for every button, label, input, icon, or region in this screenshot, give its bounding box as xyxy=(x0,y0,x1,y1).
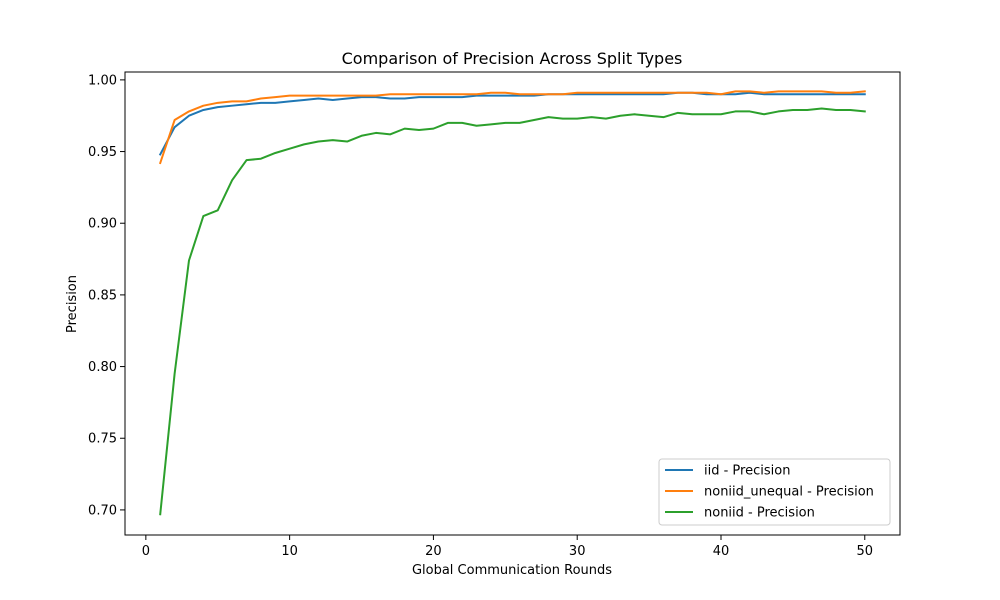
plot-area xyxy=(158,90,866,516)
legend-entry-label: noniid_unequal - Precision xyxy=(704,485,874,500)
y-tick-label: 0.85 xyxy=(88,288,117,303)
y-tick-label: 0.95 xyxy=(88,145,117,160)
legend: iid - Precision noniid_unequal - Precisio… xyxy=(658,458,891,526)
y-tick-label: 0.75 xyxy=(88,432,117,447)
x-tick-label: 10 xyxy=(281,544,298,559)
legend-entry-label: iid - Precision xyxy=(704,464,790,479)
y-axis: 0.70 0.75 0.80 0.85 0.90 0.95 1.00 xyxy=(88,73,125,518)
x-axis-label: Global Communication Rounds xyxy=(412,563,612,578)
y-axis-label: Precision xyxy=(65,275,80,333)
y-tick-label: 0.80 xyxy=(88,360,117,375)
x-axis: 0 10 20 30 40 50 xyxy=(142,535,873,559)
series-line-iid-precision xyxy=(158,91,866,156)
legend-box xyxy=(658,458,891,526)
x-tick-label: 50 xyxy=(856,544,873,559)
x-tick-label: 30 xyxy=(569,544,586,559)
x-tick-label: 40 xyxy=(713,544,730,559)
chart-title: Comparison of Precision Across Split Typ… xyxy=(342,49,683,68)
y-tick-label: 0.70 xyxy=(88,503,117,518)
y-tick-label: 1.00 xyxy=(88,73,117,88)
y-tick-label: 0.90 xyxy=(88,217,117,232)
series-line-noniid-precision xyxy=(159,107,866,516)
x-tick-label: 0 xyxy=(142,544,150,559)
axes-frame xyxy=(124,71,901,536)
series-line-noniid-unequal-precision xyxy=(158,90,866,165)
legend-entry-label: noniid - Precision xyxy=(704,506,815,521)
x-tick-label: 20 xyxy=(425,544,442,559)
